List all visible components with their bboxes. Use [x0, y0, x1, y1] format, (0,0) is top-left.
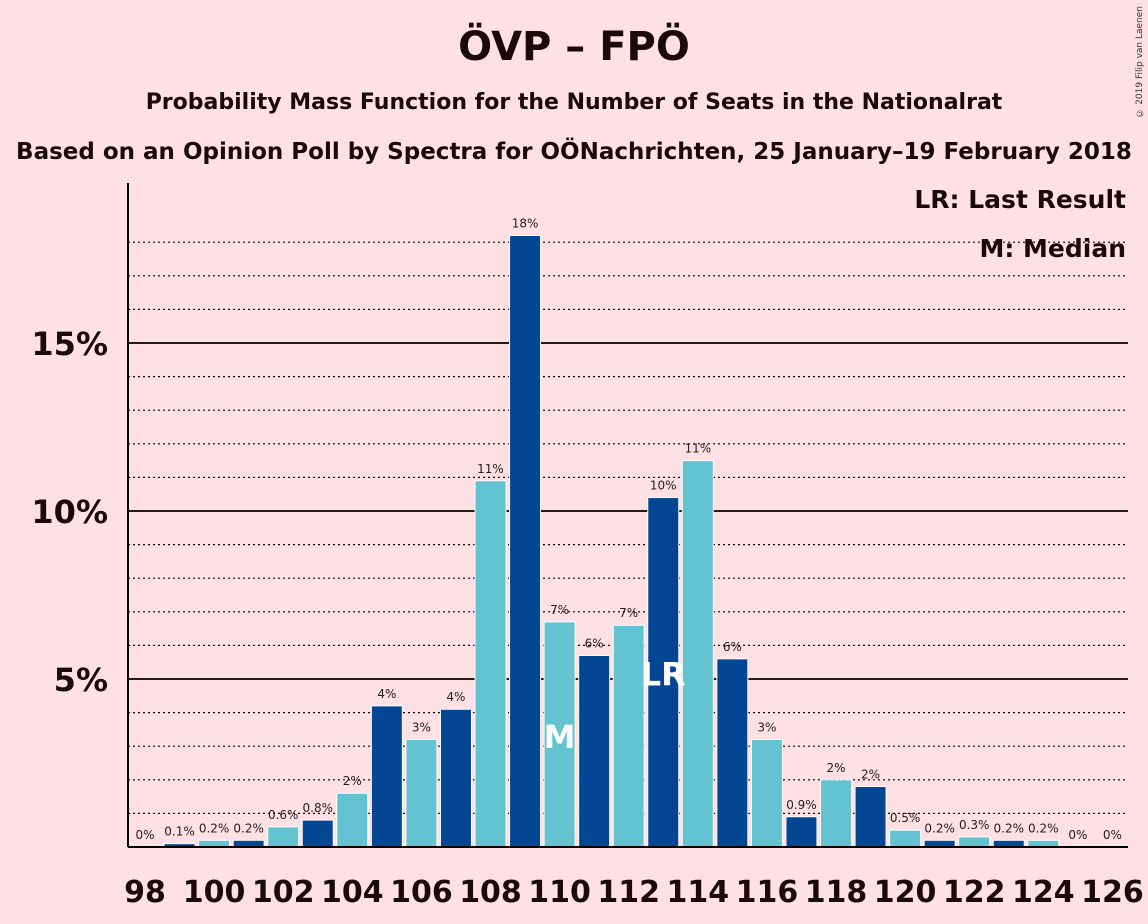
axes: 5% 10% 15% 98 100 102 104 106 108 110 112 114 116 118… [31, 183, 1144, 910]
bar-label-115: 6% [723, 640, 742, 654]
bar-label-121: 0.2% [924, 821, 955, 835]
bar-label-112: 7% [619, 606, 638, 620]
bar-label-117: 0.9% [786, 798, 817, 812]
bar-label-116: 3% [757, 720, 776, 734]
bar-label-111: 6% [585, 636, 604, 650]
bar-label-118: 2% [826, 761, 845, 775]
bar-104 [336, 792, 369, 848]
bar-label-98: 0% [135, 828, 154, 842]
x-tick-label: 118 [805, 875, 868, 910]
legend: LR: Last Result M: Median [914, 185, 1126, 263]
x-tick-label: 110 [528, 875, 591, 910]
bar-label-113: 10% [650, 479, 677, 493]
bar-107 [439, 708, 472, 848]
bar-label-126: 0% [1103, 828, 1122, 842]
bar-label-104: 2% [343, 774, 362, 788]
bar-110 [543, 621, 576, 848]
bar-label-123: 0.2% [994, 821, 1025, 835]
bar-103 [301, 819, 334, 848]
chart-subtitle: Probability Mass Function for the Number… [145, 90, 1003, 115]
bar-118 [820, 779, 852, 848]
bar-label-125: 0% [1068, 828, 1087, 842]
bar-label-106: 3% [412, 720, 431, 734]
bar-124 [1027, 839, 1060, 848]
bar-115 [716, 658, 749, 848]
bar-label-108: 11% [477, 462, 504, 476]
bar-112 [612, 624, 645, 848]
bar-label-105: 4% [377, 687, 396, 701]
bar-100 [198, 839, 231, 848]
x-tick-label: 126 [1081, 875, 1144, 910]
bar-label-109: 18% [512, 216, 539, 230]
bar-120 [889, 829, 922, 848]
y-tick-label: 10% [31, 493, 108, 531]
bar-label-99: 0.1% [164, 825, 195, 839]
x-tick-label: 100 [183, 875, 246, 910]
bar-106 [405, 738, 438, 848]
legend-median: M: Median [979, 234, 1126, 263]
bar-label-120: 0.5% [890, 811, 921, 825]
bar-121 [923, 839, 956, 848]
bar-119 [854, 786, 887, 848]
chart-title: ÖVP – FPÖ [458, 24, 690, 70]
bar-label-103: 0.8% [303, 801, 334, 815]
x-tick-label: 108 [459, 875, 522, 910]
bars: 0% 0.1% 0.2% 0.2%0.6% 0.8%2%4%3%4%11%18%7%6%… [135, 216, 1122, 848]
x-tick-label: 120 [874, 875, 937, 910]
x-tick-label: 116 [736, 875, 799, 910]
bar-109 [509, 234, 542, 848]
bar-label-110: 7% [550, 603, 569, 617]
bar-122 [958, 836, 991, 848]
chart-source-line: Based on an Opinion Poll by Spectra for … [16, 139, 1132, 165]
y-tick-label: 5% [54, 661, 108, 699]
x-tick-label: 102 [252, 875, 315, 910]
legend-last-result: LR: Last Result [914, 185, 1126, 214]
bar-label-102: 0.6% [268, 808, 299, 822]
bar-116 [750, 738, 783, 848]
bar-label-122: 0.3% [959, 818, 990, 832]
last-result-marker: LR [641, 656, 686, 694]
x-tick-label: 122 [943, 875, 1006, 910]
bar-114 [681, 460, 714, 848]
bar-101 [232, 839, 265, 848]
bar-label-107: 4% [446, 690, 465, 704]
x-tick-label: 104 [321, 875, 384, 910]
median-marker: M [544, 718, 576, 756]
bar-label-101: 0.2% [233, 821, 264, 835]
x-tick-label: 98 [124, 875, 166, 910]
bar-label-114: 11% [684, 442, 711, 456]
bar-label-124: 0.2% [1028, 821, 1059, 835]
bar-123 [992, 839, 1025, 848]
x-tick-label: 112 [597, 875, 660, 910]
bar-105 [370, 705, 403, 848]
x-tick-label: 124 [1012, 875, 1075, 910]
bar-111 [578, 654, 611, 848]
bar-108 [474, 480, 507, 848]
bar-label-119: 2% [861, 768, 880, 782]
y-tick-label: 15% [31, 325, 108, 363]
bar-113 [647, 497, 680, 848]
bar-117 [785, 816, 818, 848]
x-tick-label: 114 [666, 875, 729, 910]
x-tick-label: 106 [390, 875, 453, 910]
bar-label-100: 0.2% [199, 821, 230, 835]
bar-102 [267, 826, 300, 848]
